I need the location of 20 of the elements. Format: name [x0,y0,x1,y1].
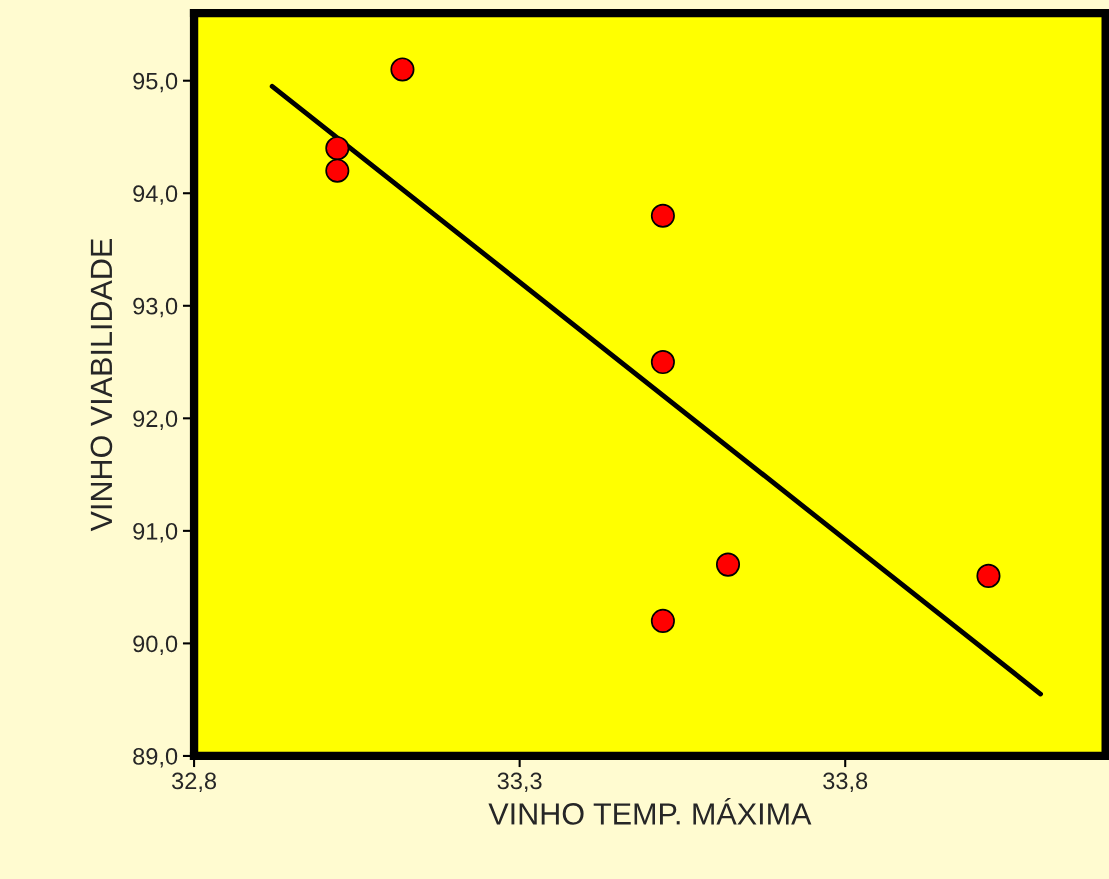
x-tick-label: 33,8 [823,772,868,793]
point [325,158,350,183]
y-tick-label: 95,0 [133,72,178,93]
y-tick-label: 93,0 [133,297,178,318]
x-tick-label: 32,8 [172,772,217,793]
y-tick-label: 89,0 [133,748,178,768]
point [650,350,675,375]
x-tick-label: 33,3 [497,772,542,793]
y-tick-label: 91,0 [133,522,178,543]
point [390,57,415,82]
y-tick-label: 92,0 [133,410,178,430]
point [976,563,1001,588]
y-tick-label: 90,0 [133,635,178,655]
y-tick-label: 94,0 [133,185,178,205]
point [325,136,350,161]
x-axis-title: VINHO TEMP. MÁXIMA [488,797,812,825]
point [650,608,675,633]
point [715,552,741,577]
point [650,203,675,228]
y-axis-title: VINHO VIABILIDADE [90,239,113,532]
